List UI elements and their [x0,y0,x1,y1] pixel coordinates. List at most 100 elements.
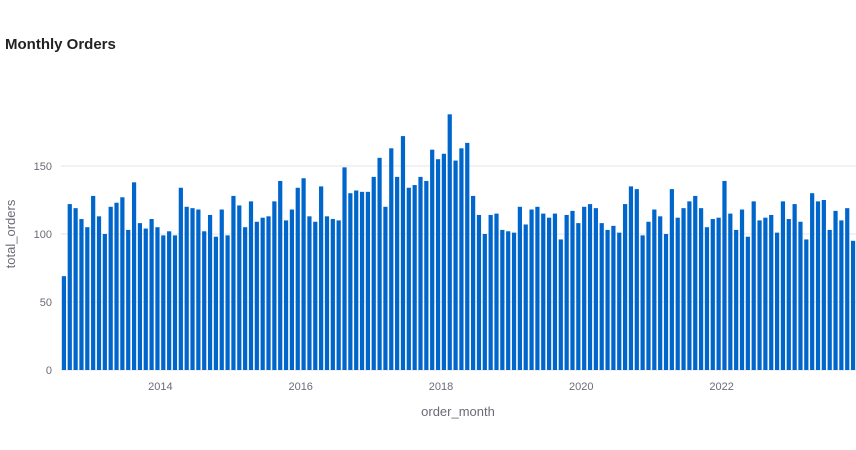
bar[interactable] [506,231,511,370]
bar[interactable] [73,208,78,370]
bar[interactable] [213,236,219,370]
bar[interactable] [149,219,154,370]
bar[interactable] [792,204,797,370]
bar[interactable] [96,216,102,370]
bar[interactable] [628,186,634,370]
bar[interactable] [301,178,306,370]
bar[interactable] [254,221,259,370]
bar[interactable] [810,193,815,370]
bar[interactable] [79,219,84,370]
bar[interactable] [529,209,534,370]
bar[interactable] [476,214,482,370]
bar[interactable] [319,186,324,370]
bar[interactable] [833,210,838,370]
bar[interactable] [336,220,341,370]
bar[interactable] [552,213,558,370]
bar[interactable] [611,225,616,370]
bar[interactable] [313,221,318,370]
bar[interactable] [658,216,663,370]
bar[interactable] [207,214,213,370]
bar[interactable] [348,193,353,370]
bar[interactable] [564,214,569,370]
bar[interactable] [114,202,119,370]
bar[interactable] [67,204,72,370]
bar[interactable] [412,185,417,370]
bar[interactable] [570,210,575,370]
bar[interactable] [646,221,651,370]
bar[interactable] [815,201,821,370]
bar[interactable] [716,217,721,370]
bar[interactable] [406,187,411,370]
bar[interactable] [430,149,435,370]
bar[interactable] [283,220,289,370]
bar[interactable] [547,217,552,370]
bar[interactable] [734,229,739,370]
bar[interactable] [307,216,312,370]
bar[interactable] [634,189,639,370]
bar[interactable] [389,148,394,370]
bar[interactable] [763,217,768,370]
bar[interactable] [465,142,470,370]
bar[interactable] [248,201,254,370]
bar[interactable] [488,214,493,370]
bar[interactable] [517,206,522,370]
bar[interactable] [61,276,67,370]
bar[interactable] [359,191,365,370]
bar[interactable] [710,219,715,370]
bar[interactable] [266,216,271,370]
bar[interactable] [126,229,131,370]
bar[interactable] [243,227,248,370]
bar[interactable] [102,234,107,370]
bar[interactable] [541,213,546,370]
bar[interactable] [155,227,160,370]
bar[interactable] [757,220,762,370]
bar[interactable] [663,234,669,370]
bar[interactable] [260,217,265,370]
bar[interactable] [424,180,429,370]
bar[interactable] [511,232,517,370]
bar[interactable] [278,180,283,370]
bar[interactable] [704,227,710,370]
bar[interactable] [745,236,750,370]
bar[interactable] [137,223,143,370]
bar[interactable] [687,201,692,370]
bar[interactable] [108,206,113,370]
bar[interactable] [202,231,207,370]
bar[interactable] [447,114,452,370]
bar[interactable] [599,223,604,370]
bar[interactable] [780,201,786,370]
bar[interactable] [500,229,505,370]
bar[interactable] [669,189,674,370]
bar[interactable] [383,206,388,370]
bar[interactable] [821,200,826,370]
bar[interactable] [839,220,844,370]
bar[interactable] [342,167,347,370]
bar[interactable] [523,224,528,370]
bar[interactable] [190,208,195,370]
bar[interactable] [698,208,704,370]
bar[interactable] [196,209,201,370]
bar[interactable] [453,160,458,370]
bar[interactable] [91,195,96,370]
bar[interactable] [377,157,382,370]
bar[interactable] [184,206,189,370]
bar[interactable] [774,232,780,370]
bar[interactable] [400,136,406,370]
bar[interactable] [558,239,563,370]
bar[interactable] [354,190,359,370]
bar[interactable] [143,228,148,370]
bar[interactable] [237,205,242,370]
bar[interactable] [494,213,499,370]
bar[interactable] [459,148,464,370]
bar[interactable] [85,227,90,370]
bar[interactable] [324,216,330,370]
bar[interactable] [593,208,598,370]
bar[interactable] [178,187,183,370]
bar[interactable] [330,219,335,370]
bar[interactable] [131,182,137,370]
bar[interactable] [675,217,680,370]
bar[interactable] [441,153,446,370]
bar[interactable] [482,234,487,370]
bar[interactable] [739,209,745,370]
bar[interactable] [722,180,727,370]
